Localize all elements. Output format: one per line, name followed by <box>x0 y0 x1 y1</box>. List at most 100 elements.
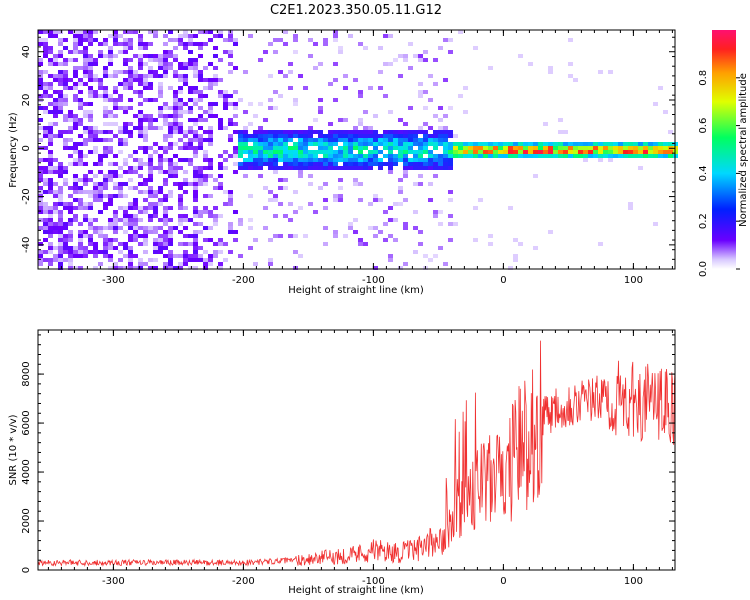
heatmap-cell <box>528 154 533 158</box>
heatmap-cell <box>88 194 93 198</box>
heatmap-cell <box>248 102 253 106</box>
heatmap-cell <box>123 58 128 62</box>
heatmap-cell <box>98 230 103 234</box>
heatmap-cell <box>88 222 93 226</box>
heatmap-cell <box>113 194 118 198</box>
heatmap-cell <box>423 50 428 54</box>
heatmap-cell <box>233 146 238 150</box>
heatmap-cell <box>228 198 233 202</box>
heatmap-cell <box>178 266 183 270</box>
heatmap-cell <box>283 142 288 146</box>
heatmap-cell <box>298 130 303 134</box>
heatmap-cell <box>118 126 123 130</box>
heatmap-cell <box>283 162 288 166</box>
heatmap-cell <box>98 154 103 158</box>
heatmap-cell <box>293 190 298 194</box>
heatmap-cell <box>413 134 418 138</box>
heatmap-cell <box>613 142 618 146</box>
heatmap-cell <box>78 234 83 238</box>
heatmap-cell <box>143 54 148 58</box>
heatmap-cell <box>413 250 418 254</box>
heatmap-cell <box>108 62 113 66</box>
heatmap-cell <box>448 214 453 218</box>
heatmap-cell <box>38 206 43 210</box>
heatmap-cell <box>158 186 163 190</box>
heatmap-cell <box>318 186 323 190</box>
heatmap-cell <box>43 30 48 34</box>
heatmap-cell <box>103 66 108 70</box>
heatmap-cell <box>58 50 63 54</box>
heatmap-cell <box>403 150 408 154</box>
heatmap-cell <box>213 82 218 86</box>
heatmap-cell <box>198 114 203 118</box>
heatmap-cell <box>308 130 313 134</box>
heatmap-cell <box>353 134 358 138</box>
heatmap-cell <box>268 150 273 154</box>
heatmap-cell <box>338 166 343 170</box>
heatmap-cell <box>338 138 343 142</box>
heatmap-cell <box>73 86 78 90</box>
heatmap-cell <box>188 258 193 262</box>
heatmap-cell <box>118 42 123 46</box>
heatmap-cell <box>258 154 263 158</box>
heatmap-cell <box>348 166 353 170</box>
heatmap-cell <box>408 142 413 146</box>
heatmap-cell <box>523 154 528 158</box>
heatmap-cell <box>528 62 533 66</box>
heatmap-cell <box>353 146 358 150</box>
heatmap-cell <box>163 170 168 174</box>
heatmap-cell <box>83 110 88 114</box>
heatmap-cell <box>128 66 133 70</box>
heatmap-cell <box>53 110 58 114</box>
heatmap-cell <box>88 110 93 114</box>
heatmap-cell <box>98 186 103 190</box>
heatmap-cell <box>408 146 413 150</box>
heatmap-cell <box>338 198 343 202</box>
heatmap-cell <box>173 166 178 170</box>
heatmap-cell <box>228 70 233 74</box>
heatmap-cell <box>268 262 273 266</box>
heatmap-cell <box>78 154 83 158</box>
heatmap-cell <box>158 190 163 194</box>
heatmap-cell <box>88 218 93 222</box>
heatmap-cell <box>193 74 198 78</box>
heatmap-cell <box>148 82 153 86</box>
heatmap-cell <box>213 54 218 58</box>
heatmap-cell <box>108 198 113 202</box>
heatmap-cell <box>168 134 173 138</box>
heatmap-cell <box>383 94 388 98</box>
heatmap-cell <box>188 242 193 246</box>
heatmap-cell <box>283 154 288 158</box>
heatmap-cell <box>88 58 93 62</box>
heatmap-cell <box>203 258 208 262</box>
heatmap-cell <box>223 38 228 42</box>
heatmap-cell <box>358 198 363 202</box>
heatmap-cell <box>78 98 83 102</box>
heatmap-cell <box>38 202 43 206</box>
heatmap-cell <box>173 118 178 122</box>
heatmap-cell <box>513 146 518 150</box>
heatmap-cell <box>408 66 413 70</box>
heatmap-cell <box>213 206 218 210</box>
heatmap-cell <box>163 158 168 162</box>
heatmap-cell <box>83 54 88 58</box>
heatmap-cell <box>38 254 43 258</box>
heatmap-cell <box>128 134 133 138</box>
heatmap-cell <box>398 54 403 58</box>
heatmap-cell <box>343 166 348 170</box>
heatmap-cell <box>138 122 143 126</box>
heatmap-cell <box>258 126 263 130</box>
heatmap-cell <box>138 134 143 138</box>
heatmap-cell <box>103 106 108 110</box>
heatmap-cell <box>183 82 188 86</box>
heatmap-cell <box>38 86 43 90</box>
x-tick-label: -100 <box>362 576 385 587</box>
heatmap-cell <box>263 50 268 54</box>
heatmap-cell <box>183 66 188 70</box>
heatmap-cell <box>243 166 248 170</box>
heatmap-cell <box>278 142 283 146</box>
heatmap-cell <box>318 138 323 142</box>
heatmap-cell <box>178 78 183 82</box>
colorbar-tick-label: 0.4 <box>698 165 709 181</box>
